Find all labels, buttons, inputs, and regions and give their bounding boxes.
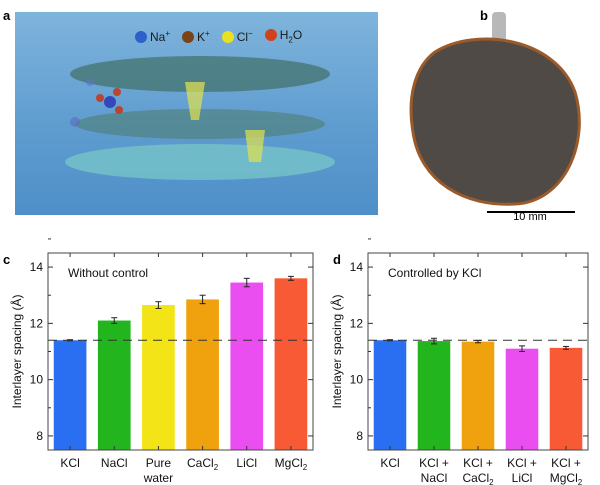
membrane-disk bbox=[409, 37, 581, 206]
graphene-oxide-layers-illustration bbox=[65, 56, 335, 180]
legend-item: Cl− bbox=[221, 29, 253, 44]
panel-label-c: c bbox=[3, 252, 11, 267]
membrane-photo: 10 mm bbox=[395, 12, 595, 223]
x-tick-label: CaCl2 bbox=[462, 471, 494, 485]
x-tick-label: LiCl bbox=[236, 456, 257, 470]
bar bbox=[505, 348, 539, 450]
x-tick-label: KCl + bbox=[507, 456, 537, 470]
ion-dot-icon bbox=[264, 29, 277, 41]
x-tick-label: CaCl2 bbox=[187, 456, 219, 472]
bar bbox=[186, 299, 219, 450]
x-tick-label: Pure bbox=[146, 456, 172, 470]
x-tick-label: water bbox=[143, 471, 173, 485]
chart-annotation: Without control bbox=[68, 266, 148, 280]
y-tick-label: 8 bbox=[36, 429, 43, 443]
x-tick-label: MgCl2 bbox=[550, 471, 583, 485]
chart-annotation: Controlled by KCl bbox=[388, 266, 481, 280]
legend-item: Na+ bbox=[135, 29, 170, 44]
x-tick-label: KCl + bbox=[551, 456, 581, 470]
y-tick-label: 10 bbox=[30, 373, 44, 387]
y-tick-label: 8 bbox=[356, 429, 363, 443]
y-tick-label: 12 bbox=[350, 316, 364, 330]
y-axis-label: Interlayer spacing (Å) bbox=[329, 294, 344, 408]
bar bbox=[53, 340, 87, 450]
bar bbox=[373, 340, 407, 450]
y-tick-label: 14 bbox=[350, 260, 364, 274]
x-tick-label: MgCl2 bbox=[275, 456, 308, 472]
ion-legend: Na+ K+ Cl− H2O bbox=[135, 28, 302, 44]
bar bbox=[142, 305, 175, 450]
x-tick-label: NaCl bbox=[101, 456, 128, 470]
y-axis-label: Interlayer spacing (Å) bbox=[9, 294, 24, 408]
bar bbox=[549, 347, 583, 450]
bar bbox=[274, 278, 308, 450]
ion-dot-icon bbox=[182, 30, 195, 43]
x-tick-label: KCl bbox=[60, 456, 79, 470]
panel-label-d: d bbox=[333, 252, 341, 267]
x-tick-label: KCl bbox=[380, 456, 399, 470]
x-tick-label: NaCl bbox=[421, 471, 448, 485]
bar bbox=[417, 341, 451, 450]
y-tick-label: 14 bbox=[30, 260, 44, 274]
y-tick-label: 12 bbox=[30, 316, 44, 330]
bar bbox=[97, 320, 131, 450]
ion-dot-icon bbox=[221, 30, 234, 43]
y-tick-label: 10 bbox=[350, 373, 364, 387]
plot-frame bbox=[47, 252, 314, 451]
x-tick-label: KCl + bbox=[419, 456, 449, 470]
legend-item: H2O bbox=[264, 28, 302, 44]
x-tick-label: KCl + bbox=[463, 456, 493, 470]
scale-bar-label: 10 mm bbox=[513, 211, 547, 223]
ion-dot-icon bbox=[135, 30, 147, 43]
bar bbox=[230, 282, 264, 450]
clip-icon bbox=[492, 12, 506, 42]
panel-label-b: b bbox=[480, 8, 488, 23]
x-tick-label: LiCl bbox=[512, 471, 533, 485]
legend-item: K+ bbox=[182, 29, 210, 44]
molecular-illustration: Na+ K+ Cl− H2O bbox=[15, 12, 378, 215]
panel-label-a: a bbox=[3, 8, 11, 23]
bar bbox=[461, 341, 495, 450]
